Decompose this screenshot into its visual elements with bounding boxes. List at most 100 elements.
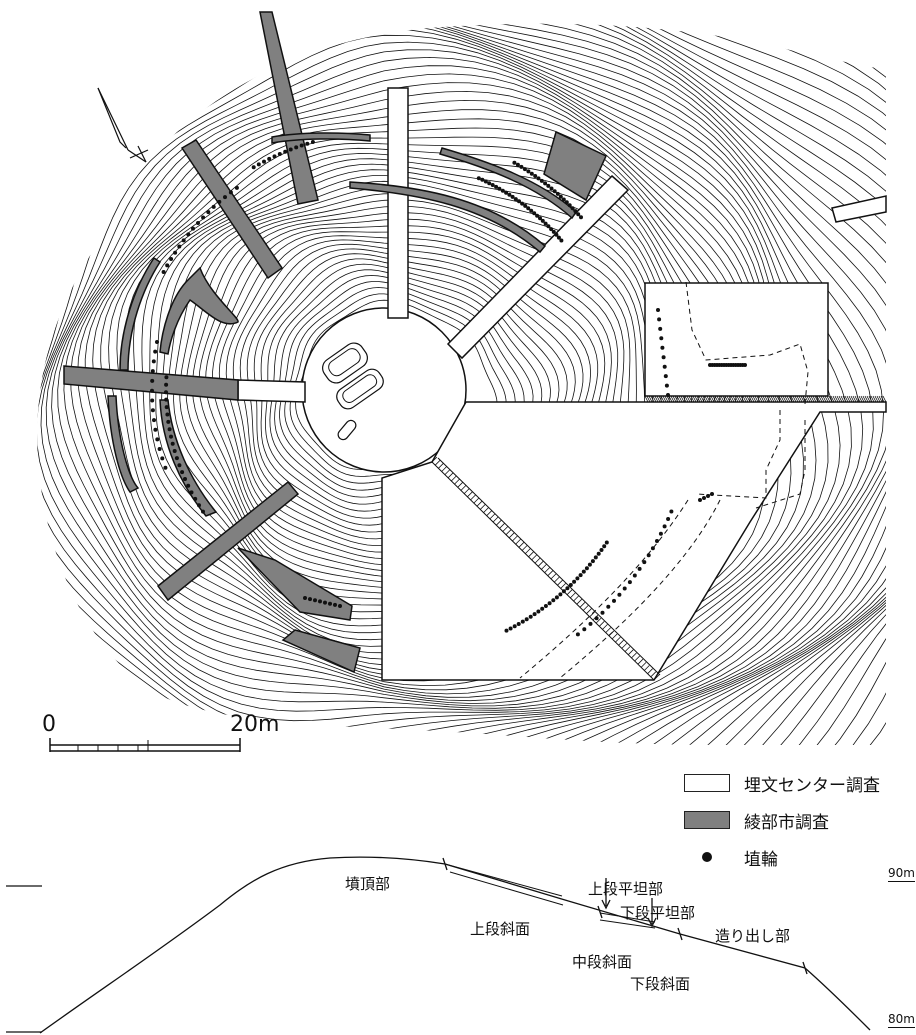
contour-line xyxy=(37,23,885,746)
hatch-tick xyxy=(744,395,749,403)
hatch-tick xyxy=(550,573,557,580)
hatch-tick xyxy=(644,665,650,671)
haniwa-marker xyxy=(310,140,315,144)
hatch-tick xyxy=(800,395,805,403)
city-arc-w4 xyxy=(159,399,218,517)
hatch-tick xyxy=(702,395,707,403)
haniwa-marker xyxy=(262,159,266,164)
haniwa-marker xyxy=(180,470,185,475)
hatch-tick xyxy=(483,507,489,513)
haniwa-marker xyxy=(155,437,160,442)
haniwa-marker xyxy=(164,397,169,402)
haniwa-marker xyxy=(520,201,525,206)
trench-north xyxy=(387,87,409,319)
hatch-tick xyxy=(842,395,847,403)
hatch-tick xyxy=(772,395,777,403)
hatch-tick xyxy=(528,551,534,558)
haniwa-marker xyxy=(526,169,531,174)
hatch-tick xyxy=(752,395,757,403)
haniwa-marker xyxy=(669,509,674,514)
haniwa-marker xyxy=(536,176,541,181)
haniwa-marker xyxy=(338,604,342,608)
haniwa-marker xyxy=(169,257,174,261)
hatch-tick xyxy=(515,538,521,545)
haniwa-dot-icon xyxy=(702,852,712,862)
hatch-tick xyxy=(868,395,873,403)
haniwa-marker xyxy=(617,592,622,597)
haniwa-marker xyxy=(183,477,187,481)
haniwa-marker xyxy=(191,226,195,231)
haniwa-marker xyxy=(500,188,505,193)
hatch-tick xyxy=(708,395,713,403)
hatch-tick xyxy=(441,466,447,472)
haniwa-marker xyxy=(163,465,168,470)
haniwa-marker xyxy=(504,190,509,195)
haniwa-marker xyxy=(568,583,573,587)
label-upper-slope: 上段斜面 xyxy=(470,920,531,938)
haniwa-marker xyxy=(251,165,256,170)
haniwa-marker xyxy=(543,221,548,226)
hatch-tick xyxy=(738,395,743,403)
hatch-tick xyxy=(788,395,793,403)
contour-line xyxy=(37,23,887,746)
haniwa-marker xyxy=(201,509,205,514)
hatch-tick xyxy=(764,395,769,403)
hatch-tick xyxy=(706,395,711,403)
hatch-tick xyxy=(878,395,883,403)
label-upper-terrace: 上段平坦部 xyxy=(588,880,664,898)
hatch-tick xyxy=(531,554,537,561)
city-trench-n1 xyxy=(259,11,319,205)
hatch-tick xyxy=(525,548,531,554)
hatch-tick xyxy=(605,627,611,633)
elevation-80m: 80m xyxy=(888,1012,915,1028)
city-arc-w3 xyxy=(107,395,140,493)
city-arc-ne2 xyxy=(439,147,577,220)
legend-label-center-survey: 埋文センター調査 xyxy=(744,775,880,796)
haniwa-marker xyxy=(150,378,155,383)
haniwa-marker xyxy=(526,206,531,211)
haniwa-marker xyxy=(540,606,545,611)
haniwa-marker xyxy=(272,154,277,159)
haniwa-marker xyxy=(632,573,637,578)
hatch-tick xyxy=(682,395,687,403)
haniwa-marker xyxy=(558,592,563,597)
hatch-tick xyxy=(521,545,528,551)
hatch-tick xyxy=(544,567,550,573)
hatch-tick xyxy=(782,395,787,403)
haniwa-marker xyxy=(211,204,216,209)
haniwa-marker xyxy=(567,203,572,208)
hatch-tick xyxy=(860,395,865,403)
hatch-tick xyxy=(726,395,731,403)
legend-swatch-white xyxy=(684,774,730,792)
hatch-tick xyxy=(637,658,644,665)
hatch-tick xyxy=(700,395,705,403)
haniwa-marker xyxy=(318,599,322,604)
haniwa-marker xyxy=(189,490,194,495)
label-lower-slope: 下段斜面 xyxy=(630,975,691,993)
haniwa-marker xyxy=(658,531,663,536)
haniwa-marker xyxy=(173,250,178,255)
hatch-tick xyxy=(826,395,831,403)
hatch-tick xyxy=(664,395,669,403)
contour-line xyxy=(37,23,852,722)
hatch-tick xyxy=(786,395,791,403)
elevation-90m: 90m xyxy=(888,866,915,882)
haniwa-marker xyxy=(556,235,561,240)
hatch-tick xyxy=(768,395,773,403)
haniwa-marker xyxy=(588,621,593,626)
haniwa-marker xyxy=(512,160,517,165)
hatch-tick xyxy=(573,595,579,602)
hatch-tick xyxy=(576,598,583,605)
haniwa-marker xyxy=(308,597,312,602)
haniwa-marker xyxy=(528,614,533,619)
haniwa-marker xyxy=(664,383,669,388)
haniwa-marker xyxy=(196,221,200,225)
cross-section-profile xyxy=(6,856,871,1034)
haniwa-marker xyxy=(508,626,513,631)
haniwa-marker xyxy=(288,147,293,152)
burial-pit-1-inner xyxy=(328,348,361,377)
hatch-tick xyxy=(688,395,693,403)
haniwa-marker xyxy=(575,632,580,637)
haniwa-marker xyxy=(558,194,563,199)
center-survey-trenches xyxy=(237,87,887,681)
